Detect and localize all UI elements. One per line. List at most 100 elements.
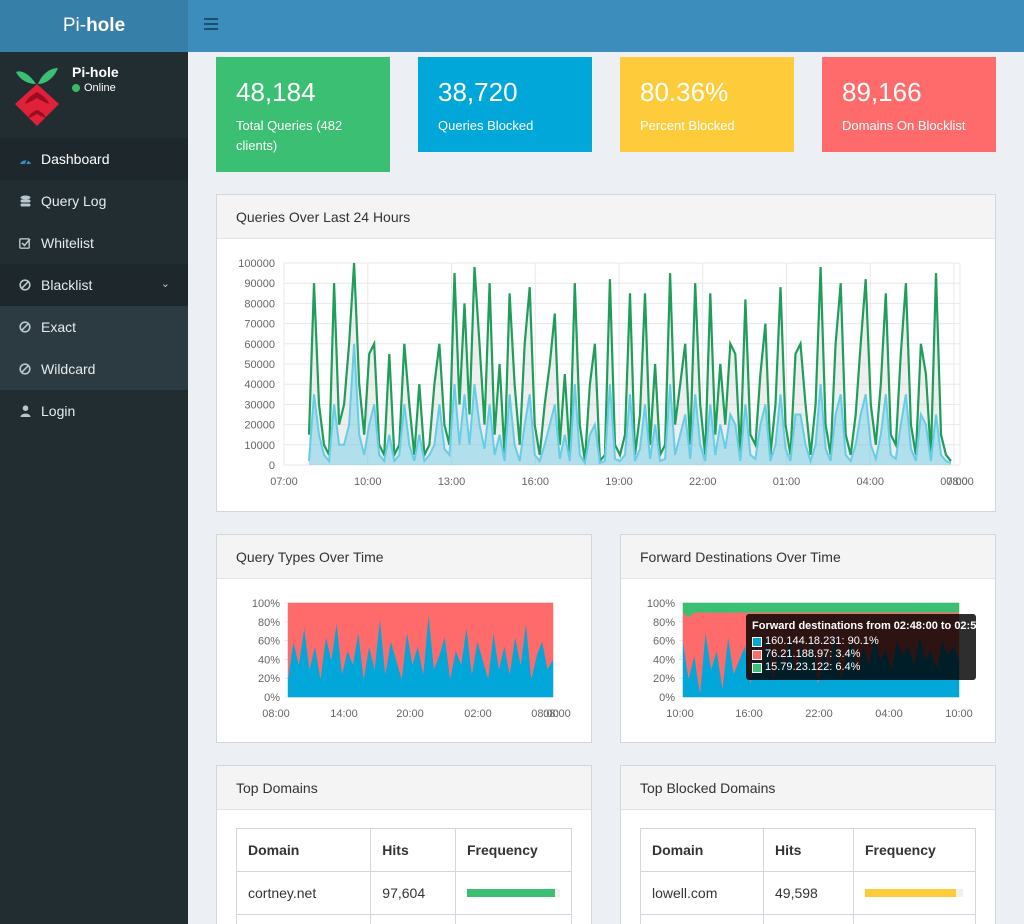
stat-queries-blocked[interactable]: 38,720 Queries Blocked [418,57,592,152]
series-area [287,602,554,679]
legend-swatch [752,636,762,647]
ban-icon [18,278,32,292]
domain-cell[interactable]: lowell.com [640,871,764,915]
hamburger-icon[interactable] [204,18,218,32]
frequency-bar [467,889,556,897]
chart-tooltip: Forward destinations from 02:48:00 to 02… [746,614,976,680]
stat-label: Queries Blocked [438,118,534,133]
column-header[interactable]: Hits [370,828,456,872]
x-tick-label: 10:00 [945,708,973,720]
tooltip-row-text: 15.79.23.122: 6.4% [765,661,861,673]
frequency-bar [865,889,957,897]
x-tick-label: 10:00 [354,476,382,488]
y-tick-label: 20% [653,673,675,685]
query-types-chart[interactable]: 0% 20% 40% 60% 80% 100% 08:00 14:00 20:00 02:00 08… [217,580,591,743]
sidebar-item-whitelist[interactable]: Whitelist [0,222,188,264]
frequency-cell [455,871,572,915]
hits-cell: 49,598 [763,871,854,915]
sidebar-item-label: Whitelist [41,235,94,251]
column-header[interactable]: Domain [640,828,764,872]
queries-line-chart[interactable]: 0 10000 20000 30000 40000 50000 60000 70000 8000… [217,240,995,512]
status-text: Online [84,82,116,94]
sidebar-item-label: Wildcard [41,361,96,377]
y-tick-label: 20000 [244,420,275,432]
stat-label: Total Queries (482 clients) [236,118,343,153]
x-tick-label: 20:00 [396,708,424,720]
stat-value: 80.36% [640,77,729,107]
x-tick-label: 22:00 [805,708,833,720]
x-tick-label: 07:00 [270,476,298,488]
table-header-row: Domain Hits Frequency [640,828,976,872]
tooltip-title: Forward destinations from 02:48:00 to 02… [752,620,976,632]
x-tick-label: 19:00 [605,476,633,488]
stat-total-queries[interactable]: 48,184 Total Queries (482 clients) [216,57,390,172]
sidebar-item-dashboard[interactable]: Dashboard [0,138,188,180]
column-header[interactable]: Frequency [455,828,572,872]
table-row: lowell.com 49,598 [640,871,976,915]
blacklist-group: Blacklist ⌄ Exact Wildcard [0,264,188,390]
x-tick-label: 16:00 [735,708,763,720]
y-tick-label: 60% [258,636,280,648]
stat-domains-blocklist[interactable]: 89,166 Domains On Blocklist [822,57,996,152]
stat-label: Domains On Blocklist [842,118,966,133]
y-tick-label: 0 [269,460,275,472]
y-tick-label: 80000 [244,298,275,310]
column-header[interactable]: Domain [235,828,372,872]
y-tick-label: 0% [264,692,280,704]
legend-swatch [752,662,762,673]
sidebar-item-login[interactable]: Login [0,390,188,432]
user-status: Online [72,82,116,94]
stat-value: 38,720 [438,77,518,107]
y-tick-label: 60000 [244,339,275,351]
y-tick-label: 100000 [238,258,275,270]
series-area [682,602,960,618]
x-tick-label: 14:00 [330,708,358,720]
frequency-cell [853,871,976,915]
y-tick-label: 50000 [244,359,275,371]
tooltip-row: 76.21.188.97: 3.4% [752,648,970,661]
x-tick-label: 01:00 [773,476,801,488]
y-tick-label: 60% [653,636,675,648]
column-header[interactable]: Frequency [853,828,976,872]
sidebar-item-blacklist[interactable]: Blacklist ⌄ [0,264,188,306]
x-tick-label: 08:00 [531,708,559,720]
ban-icon [18,320,32,334]
series-line [307,262,952,464]
brand-light: Pi- [62,15,87,36]
table-header-row: Domain Hits Frequency [235,828,572,872]
x-tick-label: 10:00 [666,708,694,720]
top-blocked-panel: Top Blocked Domains Domain Hits Frequenc… [620,765,996,924]
domain-cell[interactable]: cortney.net [235,871,372,915]
table-row [235,914,572,924]
brand-bold: hole [86,15,126,36]
x-tick-label: 22:00 [689,476,717,488]
tooltip-row-text: 76.21.188.97: 3.4% [765,648,861,660]
user-icon [18,404,32,418]
ban-icon [18,362,32,376]
dashboard-icon [18,152,32,166]
x-tick-label: 07:00 [940,476,968,488]
stat-percent-blocked[interactable]: 80.36% Percent Blocked [620,57,794,152]
y-tick-label: 0% [659,692,675,704]
legend-swatch [752,649,762,660]
column-header[interactable]: Hits [763,828,854,872]
y-tick-label: 80% [258,617,280,629]
sidebar-item-query-log[interactable]: Query Log [0,180,188,222]
panel-title: Queries Over Last 24 Hours [217,195,995,239]
stat-label: Percent Blocked [640,118,735,133]
sidebar-item-exact[interactable]: Exact [0,306,188,348]
top-blocked-table: Domain Hits Frequency lowell.com 49,598 [640,828,976,924]
table-row [640,914,976,924]
x-tick-label: 04:00 [875,708,903,720]
check-square-icon [18,236,32,250]
panel-title: Top Blocked Domains [621,766,995,810]
sidebar-item-label: Dashboard [41,151,110,167]
sidebar: Pi-hole Online Dashboard Query Log White… [0,52,188,924]
tooltip-row: 160.144.18.231: 90.1% [752,635,970,648]
sidebar-item-wildcard[interactable]: Wildcard [0,348,188,390]
chevron-down-icon[interactable]: ⌄ [160,278,170,290]
y-tick-label: 90000 [244,278,275,290]
x-tick-label: 02:00 [464,708,492,720]
brand-logo[interactable]: Pi-hole [0,0,188,52]
y-tick-label: 40000 [244,379,275,391]
